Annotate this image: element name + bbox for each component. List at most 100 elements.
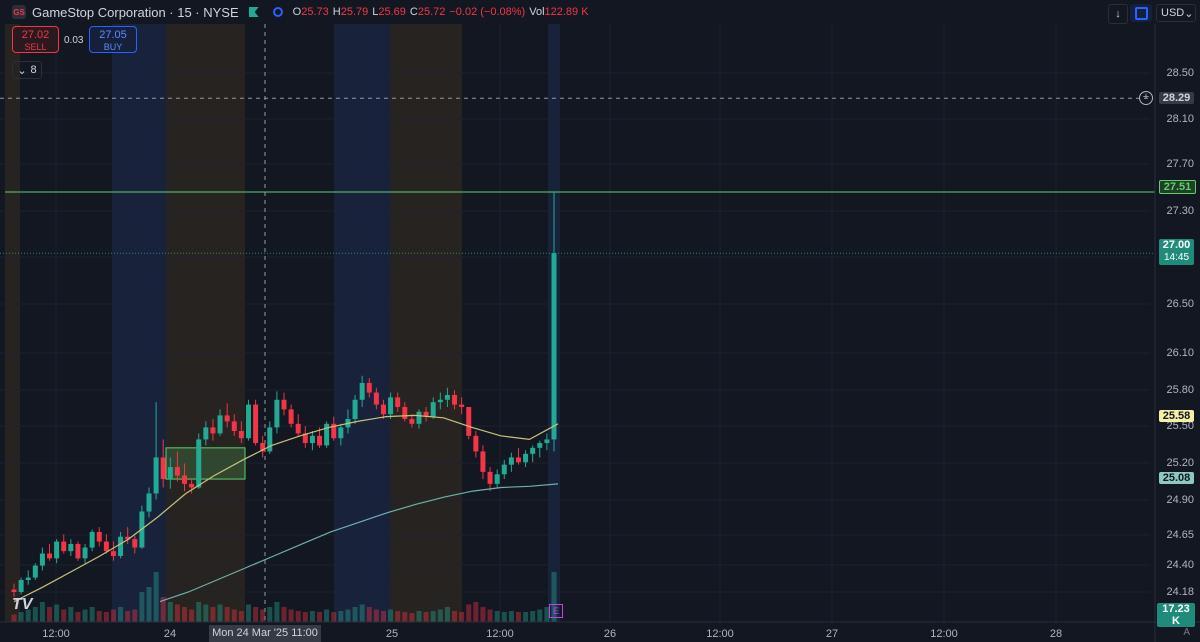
- time-tick-label: 12:00: [42, 628, 70, 640]
- ohlc-item: H25.79: [333, 6, 368, 18]
- volume-tag: 17.23 K: [1157, 603, 1195, 627]
- time-tick-label: 24: [163, 628, 177, 640]
- symbol-header: GS GameStop Corporation · 15 · NYSE O25.…: [0, 0, 1154, 24]
- candle-body: [331, 423, 337, 439]
- volume-bar: [373, 609, 379, 622]
- price-tick-label: 27.30: [1166, 205, 1194, 217]
- candle-body: [238, 431, 244, 439]
- price-tick-label: 24.90: [1166, 494, 1194, 506]
- volume-bar: [388, 609, 394, 622]
- candle-body: [395, 397, 401, 407]
- indicators-toggle[interactable]: ⌄ 8: [12, 61, 42, 79]
- volume-bar: [452, 611, 458, 622]
- volume-bar: [18, 612, 24, 622]
- candle-body: [494, 474, 500, 484]
- volume-bar: [423, 612, 429, 622]
- candle-body: [196, 439, 202, 488]
- candle-body: [352, 399, 358, 419]
- candle-body: [61, 541, 67, 552]
- symbol-logo: GS: [12, 5, 26, 19]
- volume-bar: [132, 609, 138, 622]
- fullscreen-icon[interactable]: [1130, 4, 1152, 22]
- candle-body: [25, 577, 31, 580]
- candle-body: [231, 421, 237, 432]
- candle-body: [402, 406, 408, 419]
- session-band: [390, 24, 462, 622]
- flag-icon[interactable]: [248, 7, 259, 17]
- candle-body: [146, 493, 152, 512]
- currency-label: USD: [1161, 7, 1185, 19]
- price-tick-label: 25.50: [1166, 420, 1194, 432]
- volume-bar: [487, 609, 493, 622]
- price-tick-label: 24.18: [1166, 586, 1194, 598]
- download-icon[interactable]: ↓: [1108, 4, 1128, 24]
- candle-body: [530, 447, 536, 454]
- ema-slow-line: [159, 483, 559, 603]
- candle-body: [47, 553, 53, 559]
- volume-bar: [68, 607, 74, 622]
- candle-body: [537, 443, 543, 448]
- price-tick-label: 24.40: [1166, 559, 1194, 571]
- ohlc-value: 25.69: [378, 6, 406, 18]
- currency-select[interactable]: USD ⌄: [1156, 4, 1196, 22]
- session-band: [166, 24, 245, 622]
- volume-bar: [515, 612, 521, 622]
- volume-bar: [288, 609, 294, 622]
- volume-bar: [444, 607, 450, 622]
- volume-bar: [309, 611, 315, 622]
- time-tick-label: 27: [825, 628, 839, 640]
- candle-body: [210, 427, 216, 434]
- candle-body: [338, 427, 344, 439]
- price-tick-label: 25.80: [1166, 384, 1194, 396]
- price-tick-label: 26.50: [1166, 298, 1194, 310]
- candle-body: [501, 464, 507, 475]
- volume-bar: [174, 604, 180, 622]
- candle-body: [68, 543, 74, 552]
- auto-scale-toggle[interactable]: A: [1183, 627, 1190, 638]
- candle-body: [189, 483, 195, 488]
- candle-body: [118, 536, 124, 556]
- candle-body: [430, 402, 436, 417]
- price-tick-label: 28.50: [1166, 67, 1194, 79]
- candle-body: [125, 536, 131, 540]
- volume-bar: [103, 612, 109, 622]
- ohlc-item: C25.72: [410, 6, 445, 18]
- volume-bar: [402, 612, 408, 622]
- tradingview-logo[interactable]: TV: [12, 596, 33, 613]
- volume-bar: [416, 611, 422, 622]
- sell-label: SELL: [24, 42, 47, 52]
- buy-button[interactable]: 27.05 BUY: [89, 26, 137, 53]
- volume-bar: [473, 602, 479, 622]
- earnings-marker[interactable]: E: [549, 604, 563, 618]
- ohlc-legend: O25.73 H25.79 L25.69 C25.72 −0.02 (−0.08%) Vo…: [293, 6, 589, 18]
- volume-bar: [302, 612, 308, 622]
- volume-bar: [359, 604, 365, 622]
- time-tick-label: 28: [1049, 628, 1063, 640]
- candle-body: [203, 427, 209, 440]
- last-price: 27.00: [1162, 239, 1191, 251]
- candle-body: [253, 404, 259, 444]
- volume-bar: [238, 611, 244, 622]
- add-alert-icon[interactable]: +: [1139, 91, 1153, 105]
- sell-button[interactable]: 27.02 SELL: [12, 26, 59, 53]
- candle-body: [281, 399, 287, 410]
- volume-bar: [231, 609, 237, 622]
- volume-bar: [54, 604, 60, 622]
- candle-body: [317, 435, 323, 446]
- volume-bar: [82, 609, 88, 622]
- volume-bar: [494, 611, 500, 622]
- session-band: [334, 24, 390, 622]
- volume-bar: [430, 611, 436, 622]
- candle-body: [54, 541, 60, 559]
- volume-bar: [39, 602, 45, 622]
- candle-body: [480, 451, 486, 472]
- chevron-down-icon: ⌄: [17, 64, 27, 77]
- candle-body: [260, 443, 266, 452]
- volume-bar: [530, 611, 536, 622]
- candle-body: [182, 475, 188, 484]
- spread-value: 0.03: [64, 35, 84, 46]
- symbol-title[interactable]: GameStop Corporation · 15 · NYSE: [32, 4, 239, 20]
- volume-bar: [338, 611, 344, 622]
- market-status-icon[interactable]: [272, 7, 283, 17]
